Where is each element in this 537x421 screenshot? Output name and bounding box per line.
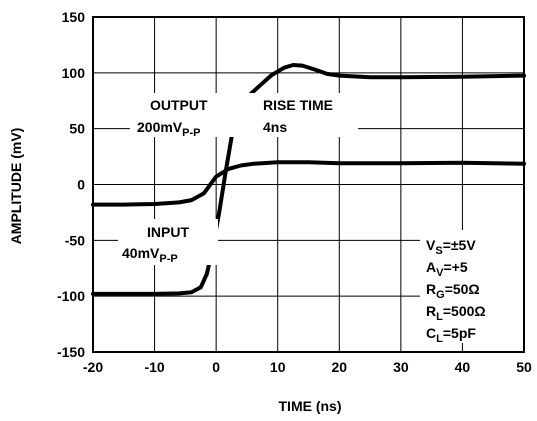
y-tick-label: 150 <box>62 9 86 25</box>
input-value-sub: P-P <box>159 253 177 265</box>
x-tick-label: 0 <box>212 359 220 375</box>
condition-subscript: V <box>436 267 444 279</box>
x-tick-label: 30 <box>393 359 409 375</box>
input-label: INPUT <box>147 224 189 240</box>
rise-label-bg <box>255 93 358 137</box>
y-tick-label: -150 <box>57 344 85 360</box>
y-tick-label: -50 <box>65 232 85 248</box>
test-condition: CL=5pF <box>426 325 476 345</box>
x-tick-label: 20 <box>331 359 347 375</box>
condition-symbol: C <box>426 325 436 341</box>
condition-value: =50Ω <box>445 281 480 297</box>
x-tick-label: 50 <box>516 359 532 375</box>
y-tick-label: 0 <box>77 177 85 193</box>
output-value-main: 200mV <box>137 119 183 135</box>
rise-time-label: RISE TIME <box>263 97 333 113</box>
conditions-bg <box>420 230 523 343</box>
y-tick-label: 100 <box>62 65 86 81</box>
condition-symbol: A <box>426 259 436 275</box>
output-label: OUTPUT <box>150 97 208 113</box>
y-tick-label: -100 <box>57 288 85 304</box>
input-label-bg <box>118 219 218 265</box>
input-value: 40mVP-P <box>122 245 178 265</box>
condition-subscript: G <box>436 289 445 301</box>
condition-value: =500Ω <box>443 303 486 319</box>
test-condition: VS=±5V <box>426 237 476 257</box>
x-tick-label: -10 <box>144 359 164 375</box>
y-tick-labels: 150 100 50 0 -50 -100 -150 <box>57 9 85 360</box>
condition-symbol: R <box>426 303 436 319</box>
x-axis-title: TIME (ns) <box>279 398 342 414</box>
condition-subscript: S <box>435 245 442 257</box>
condition-value: =5pF <box>443 325 477 341</box>
input-waveform-line <box>91 160 526 207</box>
x-tick-label: 40 <box>455 359 471 375</box>
x-tick-label: -20 <box>83 359 103 375</box>
test-condition: RL=500Ω <box>426 303 486 323</box>
plot-frame <box>92 16 525 353</box>
y-axis-title: AMPLITUDE (mV) <box>8 128 24 245</box>
condition-symbol: R <box>426 281 436 297</box>
condition-subscript: L <box>436 311 443 323</box>
condition-symbol: V <box>426 237 436 253</box>
output-value-sub: P-P <box>182 127 200 139</box>
output-label-bg <box>130 93 258 137</box>
y-tick-label: 50 <box>69 121 85 137</box>
rise-time-value: 4ns <box>263 119 287 135</box>
condition-value: =+5 <box>443 259 467 275</box>
x-tick-label: 10 <box>270 359 286 375</box>
input-value-main: 40mV <box>122 245 160 261</box>
output-value: 200mVP-P <box>137 119 201 139</box>
test-condition: AV=+5 <box>426 259 468 279</box>
condition-subscript: L <box>436 333 443 345</box>
condition-value: =±5V <box>443 237 477 253</box>
x-tick-labels: -20 -10 0 10 20 30 40 50 <box>83 359 532 375</box>
test-condition: RG=50Ω <box>426 281 480 301</box>
